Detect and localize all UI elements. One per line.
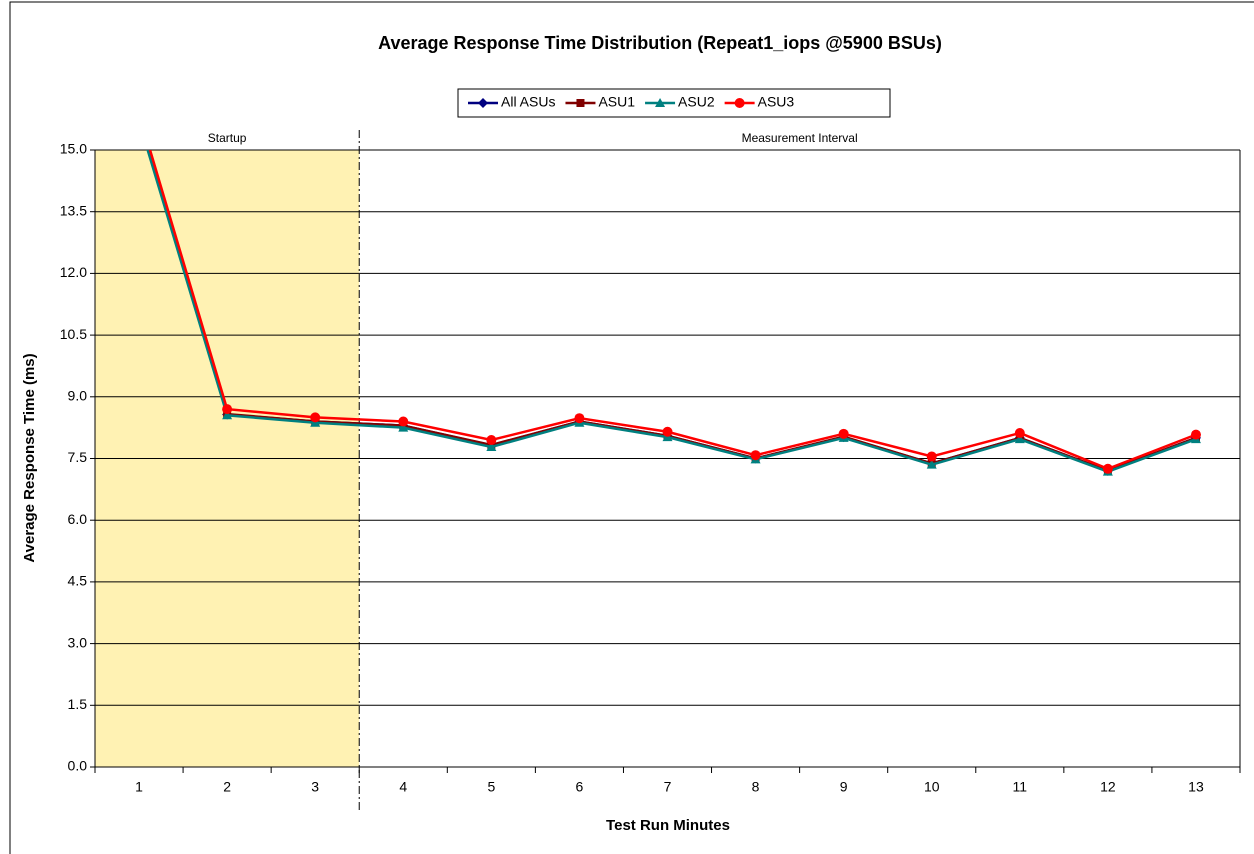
marker [926, 459, 937, 469]
chart-title: Average Response Time Distribution (Repe… [378, 33, 942, 53]
x-tick-label: 12 [1100, 779, 1116, 795]
marker [398, 416, 409, 427]
y-tick-label: 0.0 [68, 758, 88, 774]
x-tick-label: 8 [752, 779, 760, 795]
marker [222, 404, 233, 415]
marker [662, 426, 673, 437]
plot-series [146, 150, 1201, 476]
marker [734, 98, 745, 108]
marker [478, 98, 488, 108]
x-tick-label: 3 [311, 779, 319, 795]
x-tick-label: 2 [223, 779, 231, 795]
y-tick-label: 3.0 [68, 634, 88, 650]
marker [838, 428, 849, 439]
legend-label: All ASUs [501, 94, 555, 110]
y-tick-label: 1.5 [68, 696, 88, 712]
y-tick-label: 10.5 [60, 326, 87, 342]
x-tick-label: 4 [399, 779, 407, 795]
marker [486, 434, 497, 445]
marker [1102, 463, 1113, 474]
marker [574, 413, 585, 424]
annotation: Startup [208, 131, 247, 145]
x-tick-label: 9 [840, 779, 848, 795]
y-tick-label: 15.0 [60, 141, 87, 157]
x-tick-label: 10 [924, 779, 940, 795]
marker [222, 410, 233, 420]
marker [1190, 429, 1201, 440]
x-tick-label: 1 [135, 779, 143, 795]
y-tick-label: 7.5 [68, 449, 88, 465]
marker [1014, 427, 1025, 438]
marker [655, 98, 666, 107]
marker [576, 99, 585, 107]
x-tick-label: 7 [664, 779, 672, 795]
x-tick-label: 11 [1013, 779, 1028, 795]
x-tick-label: 13 [1188, 779, 1204, 795]
legend-label: ASU3 [758, 94, 795, 110]
y-tick-label: 4.5 [68, 573, 88, 589]
y-tick-label: 12.0 [60, 264, 87, 280]
legend-label: ASU2 [678, 94, 715, 110]
x-tick-label: 5 [487, 779, 495, 795]
marker [310, 412, 321, 423]
y-tick-label: 13.5 [60, 202, 87, 218]
y-axis-title: Average Response Time (ms) [21, 353, 38, 562]
x-axis-title: Test Run Minutes [606, 817, 730, 834]
y-tick-label: 6.0 [68, 511, 88, 527]
marker [1014, 434, 1025, 444]
x-tick-label: 6 [576, 779, 584, 795]
annotation: Measurement Interval [742, 131, 858, 145]
marker [486, 441, 497, 451]
marker [750, 450, 761, 461]
legend: All ASUs ASU1 ASU2 ASU3 [457, 88, 891, 118]
y-tick-label: 9.0 [68, 388, 88, 404]
marker [398, 422, 409, 432]
marker [926, 451, 937, 462]
legend-label: ASU1 [598, 94, 635, 110]
